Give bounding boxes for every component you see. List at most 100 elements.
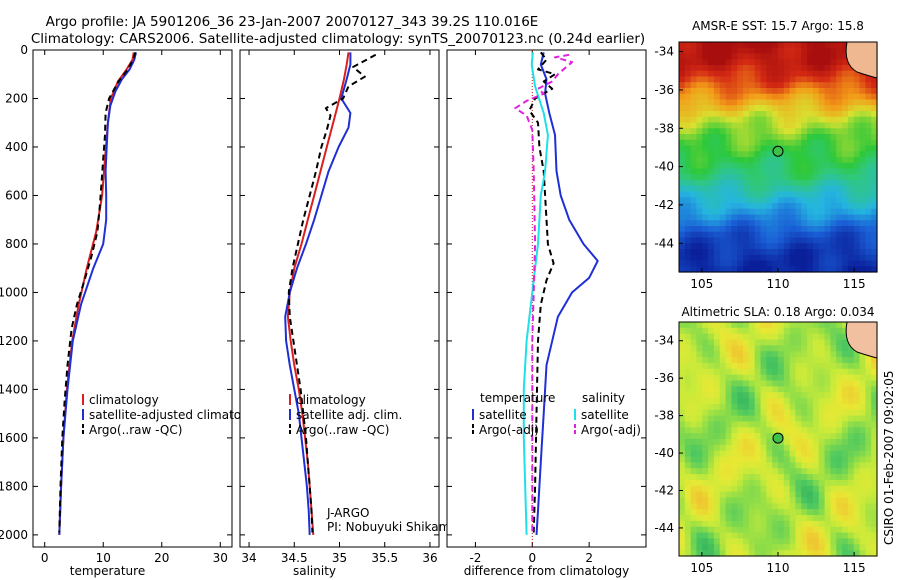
heatmap-cell bbox=[859, 249, 866, 256]
heatmap-cell bbox=[696, 122, 703, 129]
heatmap-cell bbox=[760, 409, 767, 417]
heatmap-cell bbox=[690, 456, 698, 463]
heatmap-cell bbox=[679, 544, 686, 551]
heatmap-cell bbox=[853, 403, 861, 411]
heatmap-cell bbox=[760, 53, 767, 60]
heatmap-cell bbox=[679, 47, 686, 55]
heatmap-cell bbox=[807, 485, 814, 493]
heatmap-cell bbox=[772, 474, 779, 481]
heatmap-cell bbox=[842, 479, 849, 487]
heatmap-cell bbox=[719, 145, 727, 152]
heatmap-cell bbox=[853, 76, 861, 83]
heatmap-cell bbox=[743, 174, 750, 181]
heatmap-cell bbox=[748, 208, 756, 216]
heatmap-cell bbox=[783, 214, 791, 221]
heatmap-cell bbox=[859, 386, 866, 393]
heatmap-cell bbox=[702, 162, 709, 170]
heatmap-cell bbox=[690, 550, 698, 557]
heatmap-cell bbox=[789, 468, 797, 475]
heatmap-cell bbox=[725, 59, 733, 66]
heatmap-cell bbox=[801, 345, 808, 352]
heatmap-cell bbox=[783, 185, 791, 193]
heatmap-cell bbox=[679, 485, 686, 493]
heatmap-cell bbox=[871, 128, 878, 135]
heatmap-cell bbox=[778, 88, 785, 95]
heatmap-cell bbox=[801, 266, 808, 273]
heatmap-cell bbox=[836, 203, 843, 210]
heatmap-cell bbox=[842, 468, 849, 475]
heatmap-cell bbox=[789, 174, 797, 181]
heatmap-cell bbox=[708, 237, 715, 244]
heatmap-cell bbox=[795, 185, 802, 193]
heatmap-cell bbox=[830, 485, 837, 493]
heatmap-cell bbox=[836, 468, 843, 475]
heatmap-cell bbox=[772, 168, 779, 175]
heatmap-cell bbox=[778, 450, 785, 458]
heatmap-cell bbox=[737, 47, 744, 55]
heatmap-cell bbox=[754, 509, 762, 516]
heatmap-cell bbox=[696, 139, 703, 147]
heatmap-cell bbox=[824, 70, 832, 78]
heatmap-cell bbox=[836, 456, 843, 463]
heatmap-cell bbox=[772, 456, 779, 463]
heatmap-cell bbox=[708, 351, 715, 358]
heatmap-cell bbox=[795, 415, 802, 423]
heatmap-cell bbox=[743, 374, 750, 382]
heatmap-cell bbox=[818, 374, 826, 382]
heatmap-cell bbox=[830, 128, 837, 135]
heatmap-cell bbox=[690, 485, 698, 493]
heatmap-cell bbox=[795, 427, 802, 434]
plot-frame bbox=[239, 49, 440, 548]
heatmap-cell bbox=[743, 497, 750, 504]
heatmap-cell bbox=[679, 116, 686, 124]
heatmap-cell bbox=[708, 503, 715, 510]
heatmap-cell bbox=[812, 544, 820, 551]
heatmap-cell bbox=[812, 93, 820, 101]
heatmap-cell bbox=[812, 220, 820, 227]
heatmap-cell bbox=[731, 322, 738, 329]
heatmap-cell bbox=[807, 357, 814, 364]
heatmap-cell bbox=[725, 70, 733, 78]
heatmap-cell bbox=[725, 415, 733, 423]
heatmap-cell bbox=[731, 351, 738, 358]
heatmap-cell bbox=[847, 509, 855, 516]
heatmap-cell bbox=[679, 65, 686, 72]
heatmap-cell bbox=[778, 415, 785, 423]
heatmap-cell bbox=[836, 157, 843, 164]
heatmap-cell bbox=[702, 386, 709, 393]
heatmap-cell bbox=[812, 208, 820, 216]
heatmap-cell bbox=[737, 128, 744, 135]
heatmap-cell bbox=[760, 439, 767, 446]
heatmap-cell bbox=[760, 468, 767, 475]
heatmap-cell bbox=[772, 82, 779, 89]
heatmap-cell bbox=[743, 380, 750, 387]
heatmap-cell bbox=[859, 76, 866, 83]
heatmap-cell bbox=[702, 197, 709, 204]
heatmap-cell bbox=[713, 415, 721, 423]
heatmap-cell bbox=[836, 59, 843, 66]
heatmap-cell bbox=[807, 226, 814, 233]
heatmap-cell bbox=[824, 105, 832, 112]
heatmap-cell bbox=[836, 145, 843, 152]
heatmap-cell bbox=[830, 203, 837, 210]
heatmap-cell bbox=[731, 185, 738, 193]
heatmap-cell bbox=[778, 180, 785, 187]
heatmap-cell bbox=[754, 237, 762, 244]
heatmap-cell bbox=[789, 111, 797, 118]
heatmap-cell bbox=[713, 47, 721, 55]
heatmap-cell bbox=[754, 65, 762, 72]
heatmap-cell bbox=[696, 266, 703, 273]
heatmap-cell bbox=[783, 220, 791, 227]
heatmap-cell bbox=[824, 433, 832, 440]
heatmap-cell bbox=[766, 351, 773, 358]
heatmap-cell bbox=[801, 392, 808, 399]
heatmap-cell bbox=[760, 345, 767, 352]
heatmap-cell bbox=[830, 351, 837, 358]
heatmap-cell bbox=[859, 485, 866, 493]
heatmap-cell bbox=[842, 243, 849, 250]
heatmap-cell bbox=[847, 185, 855, 193]
heatmap-cell bbox=[789, 59, 797, 66]
heatmap-cell bbox=[778, 266, 785, 273]
heatmap-cell bbox=[731, 174, 738, 181]
heatmap-cell bbox=[847, 266, 855, 273]
